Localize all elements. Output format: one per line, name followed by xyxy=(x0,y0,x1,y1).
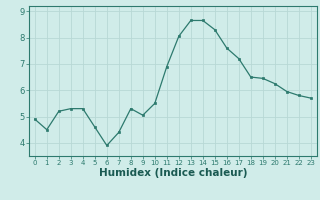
X-axis label: Humidex (Indice chaleur): Humidex (Indice chaleur) xyxy=(99,168,247,178)
